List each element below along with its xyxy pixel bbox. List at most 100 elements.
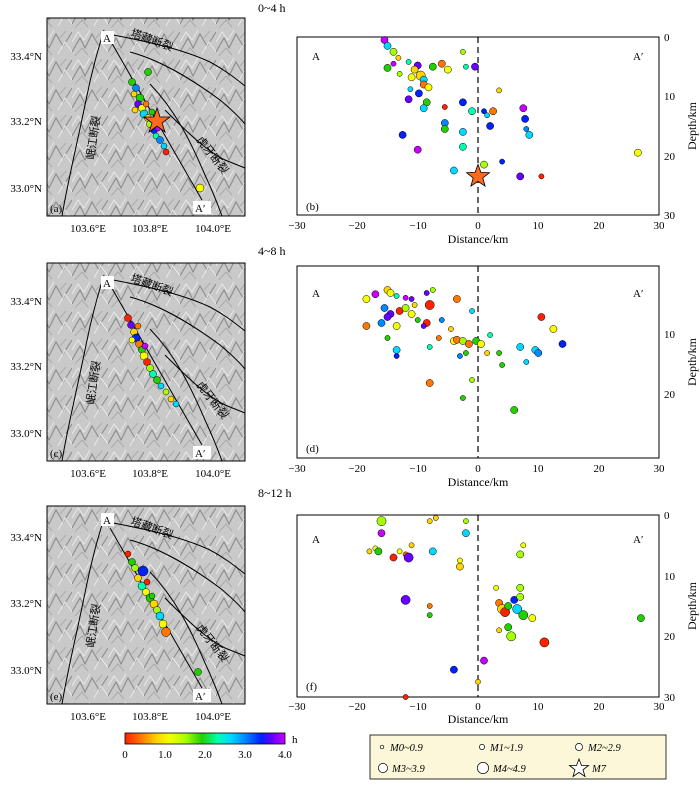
aftershock-point	[480, 656, 488, 665]
aftershock-point	[516, 593, 525, 601]
svg-text:20: 20	[594, 463, 606, 475]
aftershock-point	[425, 379, 434, 387]
aftershock-point	[516, 343, 525, 351]
svg-text:−10: −10	[409, 463, 427, 475]
svg-text:0: 0	[475, 701, 481, 713]
svg-text:−30: −30	[288, 220, 306, 232]
map-panel-e: A A′ 岷江断裂 塔藏断裂 虎牙断裂 (e) 33.4°N 33.2°N 33…	[10, 505, 246, 723]
y-axis-label: Depth/km	[685, 101, 699, 150]
row-1: 0~4 h A A′ 岷江断裂 塔藏断裂 虎牙断裂 (a)	[10, 1, 699, 246]
svg-text:33.4°N: 33.4°N	[10, 51, 42, 63]
aftershock-point	[423, 290, 430, 296]
aftershock-point	[460, 395, 466, 401]
aftershock-point	[534, 349, 543, 357]
aftershock-point	[393, 353, 400, 359]
aftershock-point	[440, 125, 449, 133]
aftershock-point	[460, 48, 466, 55]
svg-text:A′: A′	[633, 288, 643, 300]
panel-label: (d)	[306, 443, 319, 455]
fault-line	[164, 109, 246, 169]
time-label: 8~12 h	[258, 486, 292, 500]
aftershock-point	[426, 603, 433, 609]
legend-m3: M3~3.9	[391, 764, 426, 775]
aftershock-point	[549, 325, 558, 333]
svg-text:2.0: 2.0	[198, 749, 212, 761]
svg-text:33.4°N: 33.4°N	[10, 532, 42, 544]
aftershock-point	[537, 313, 546, 321]
svg-text:0: 0	[664, 510, 670, 522]
aftershock-point	[441, 104, 448, 110]
aftershock-point	[484, 350, 490, 356]
aftershock-point	[410, 65, 419, 74]
aftershock-point	[426, 612, 433, 618]
aftershock-point	[486, 122, 494, 130]
aftershock-point	[493, 584, 499, 591]
aftershock-point	[462, 529, 470, 538]
svg-text:A′: A′	[195, 691, 205, 703]
aftershock-point	[414, 317, 421, 323]
svg-text:103.6°E: 103.6°E	[70, 223, 106, 235]
section-panel-f: A A′ (f) −30 −20 −10 0 10 20 30 0 10 20 …	[288, 510, 699, 726]
aftershock-point	[450, 665, 458, 674]
row-2: 4~8 h A A′ 岷江断裂 塔藏断裂 虎牙断裂 (c)	[10, 244, 699, 489]
svg-text:103.8°E: 103.8°E	[132, 223, 168, 235]
aftershock-point	[469, 308, 475, 314]
svg-text:A: A	[312, 288, 320, 300]
aftershock-point	[415, 89, 423, 98]
aftershock-point	[516, 172, 525, 181]
aftershock-point	[487, 332, 493, 338]
aftershock-point	[407, 73, 416, 82]
svg-text:30: 30	[654, 463, 666, 475]
aftershock-point	[384, 335, 391, 341]
aftershock-point	[366, 548, 373, 555]
svg-text:10: 10	[533, 220, 545, 232]
aftershock-point	[383, 313, 392, 321]
aftershock-point	[450, 166, 458, 175]
svg-text:33.0°N: 33.0°N	[10, 183, 42, 195]
legend-m7: M7	[591, 764, 607, 775]
panel-label: (a)	[50, 203, 63, 215]
svg-text:−20: −20	[348, 463, 366, 475]
aftershock-point	[402, 694, 409, 700]
aftershock-point	[383, 64, 392, 72]
svg-text:30: 30	[654, 220, 666, 232]
svg-text:A: A	[312, 534, 320, 546]
aftershock-point	[481, 108, 487, 115]
aftershock-point	[519, 104, 528, 113]
aftershock-point	[525, 131, 534, 139]
legend-symbol-m4	[477, 762, 489, 774]
colorbar: 0 1.0 2.0 3.0 4.0 h	[122, 732, 298, 761]
time-label: 0~4 h	[258, 1, 286, 15]
panel-label: (f)	[306, 681, 317, 693]
svg-text:103.8°E: 103.8°E	[132, 468, 168, 480]
legend-m2: M2~2.9	[587, 743, 622, 754]
legend-symbol-m2	[575, 743, 583, 751]
aftershock-point	[506, 631, 517, 642]
aftershock-point	[480, 160, 488, 169]
aftershock-point	[465, 340, 473, 348]
mainshock-star-icon	[465, 163, 491, 188]
aftershock-point	[463, 518, 469, 524]
svg-text:33.2°N: 33.2°N	[10, 116, 42, 128]
aftershock-point	[403, 552, 414, 563]
map-panel-a: A A′ 岷江断裂 塔藏断裂 虎牙断裂 (a) 33.4°N	[10, 17, 246, 235]
aftershock-point	[377, 529, 386, 538]
svg-text:−20: −20	[348, 220, 366, 232]
svg-text:10: 10	[664, 329, 676, 341]
svg-text:−10: −10	[409, 220, 427, 232]
legend-m0: M0~0.9	[389, 743, 424, 754]
aftershock-point	[408, 296, 415, 302]
svg-text:30: 30	[654, 701, 666, 713]
svg-text:20: 20	[664, 631, 676, 643]
aftershock-point	[499, 362, 505, 368]
aftershock-point	[386, 289, 395, 297]
legend-m4: M4~4.9	[492, 764, 527, 775]
aftershock-point	[528, 614, 537, 622]
mainshock-star-icon	[142, 106, 172, 134]
aftershock-point	[362, 295, 371, 303]
svg-text:10: 10	[533, 463, 545, 475]
aftershock-point	[402, 294, 409, 301]
y-ticks: 0 10 20 30	[664, 510, 676, 704]
aftershock-point	[428, 547, 437, 556]
section-points	[366, 515, 645, 700]
